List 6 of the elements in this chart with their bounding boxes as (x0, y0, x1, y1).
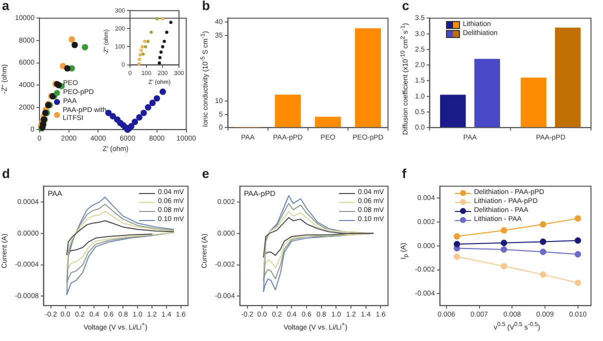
text: a (2, 0, 10, 13)
text: f (402, 166, 406, 181)
text: c (402, 0, 410, 13)
text: e (202, 166, 210, 181)
text: b (202, 0, 210, 13)
text: d (2, 166, 10, 181)
